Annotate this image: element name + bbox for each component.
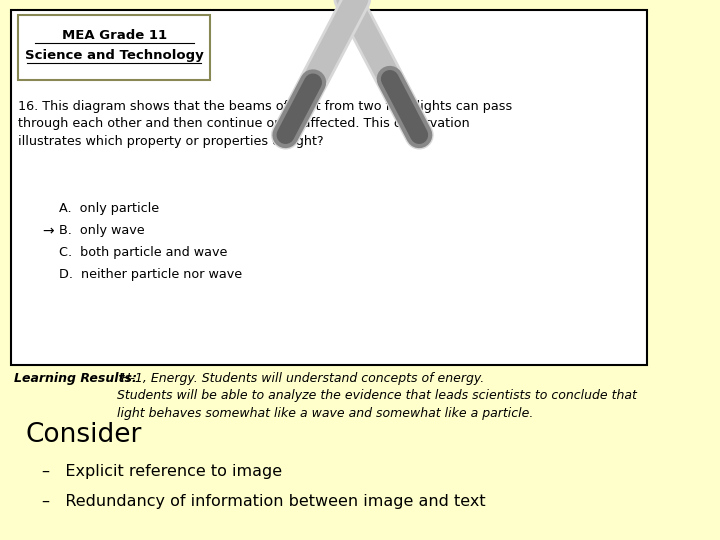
Text: Consider: Consider <box>26 422 142 448</box>
Text: Learning Results:: Learning Results: <box>14 372 137 385</box>
Text: H-1, Energy. Students will understand concepts of energy.
Students will be able : H-1, Energy. Students will understand co… <box>117 372 637 420</box>
Text: 16. This diagram shows that the beams of light from two flashlights can pass
thr: 16. This diagram shows that the beams of… <box>18 100 513 148</box>
Text: D.  neither particle nor wave: D. neither particle nor wave <box>60 268 243 281</box>
Text: →: → <box>42 224 54 238</box>
Text: –   Explicit reference to image: – Explicit reference to image <box>42 464 282 479</box>
Text: A.  only particle: A. only particle <box>60 202 160 215</box>
Text: MEA Grade 11: MEA Grade 11 <box>62 29 167 42</box>
FancyBboxPatch shape <box>18 15 210 80</box>
Text: Science and Technology: Science and Technology <box>25 49 204 62</box>
Text: –   Redundancy of information between image and text: – Redundancy of information between imag… <box>42 494 486 509</box>
FancyBboxPatch shape <box>11 10 647 365</box>
Text: C.  both particle and wave: C. both particle and wave <box>60 246 228 259</box>
Text: B.  only wave: B. only wave <box>60 224 145 237</box>
